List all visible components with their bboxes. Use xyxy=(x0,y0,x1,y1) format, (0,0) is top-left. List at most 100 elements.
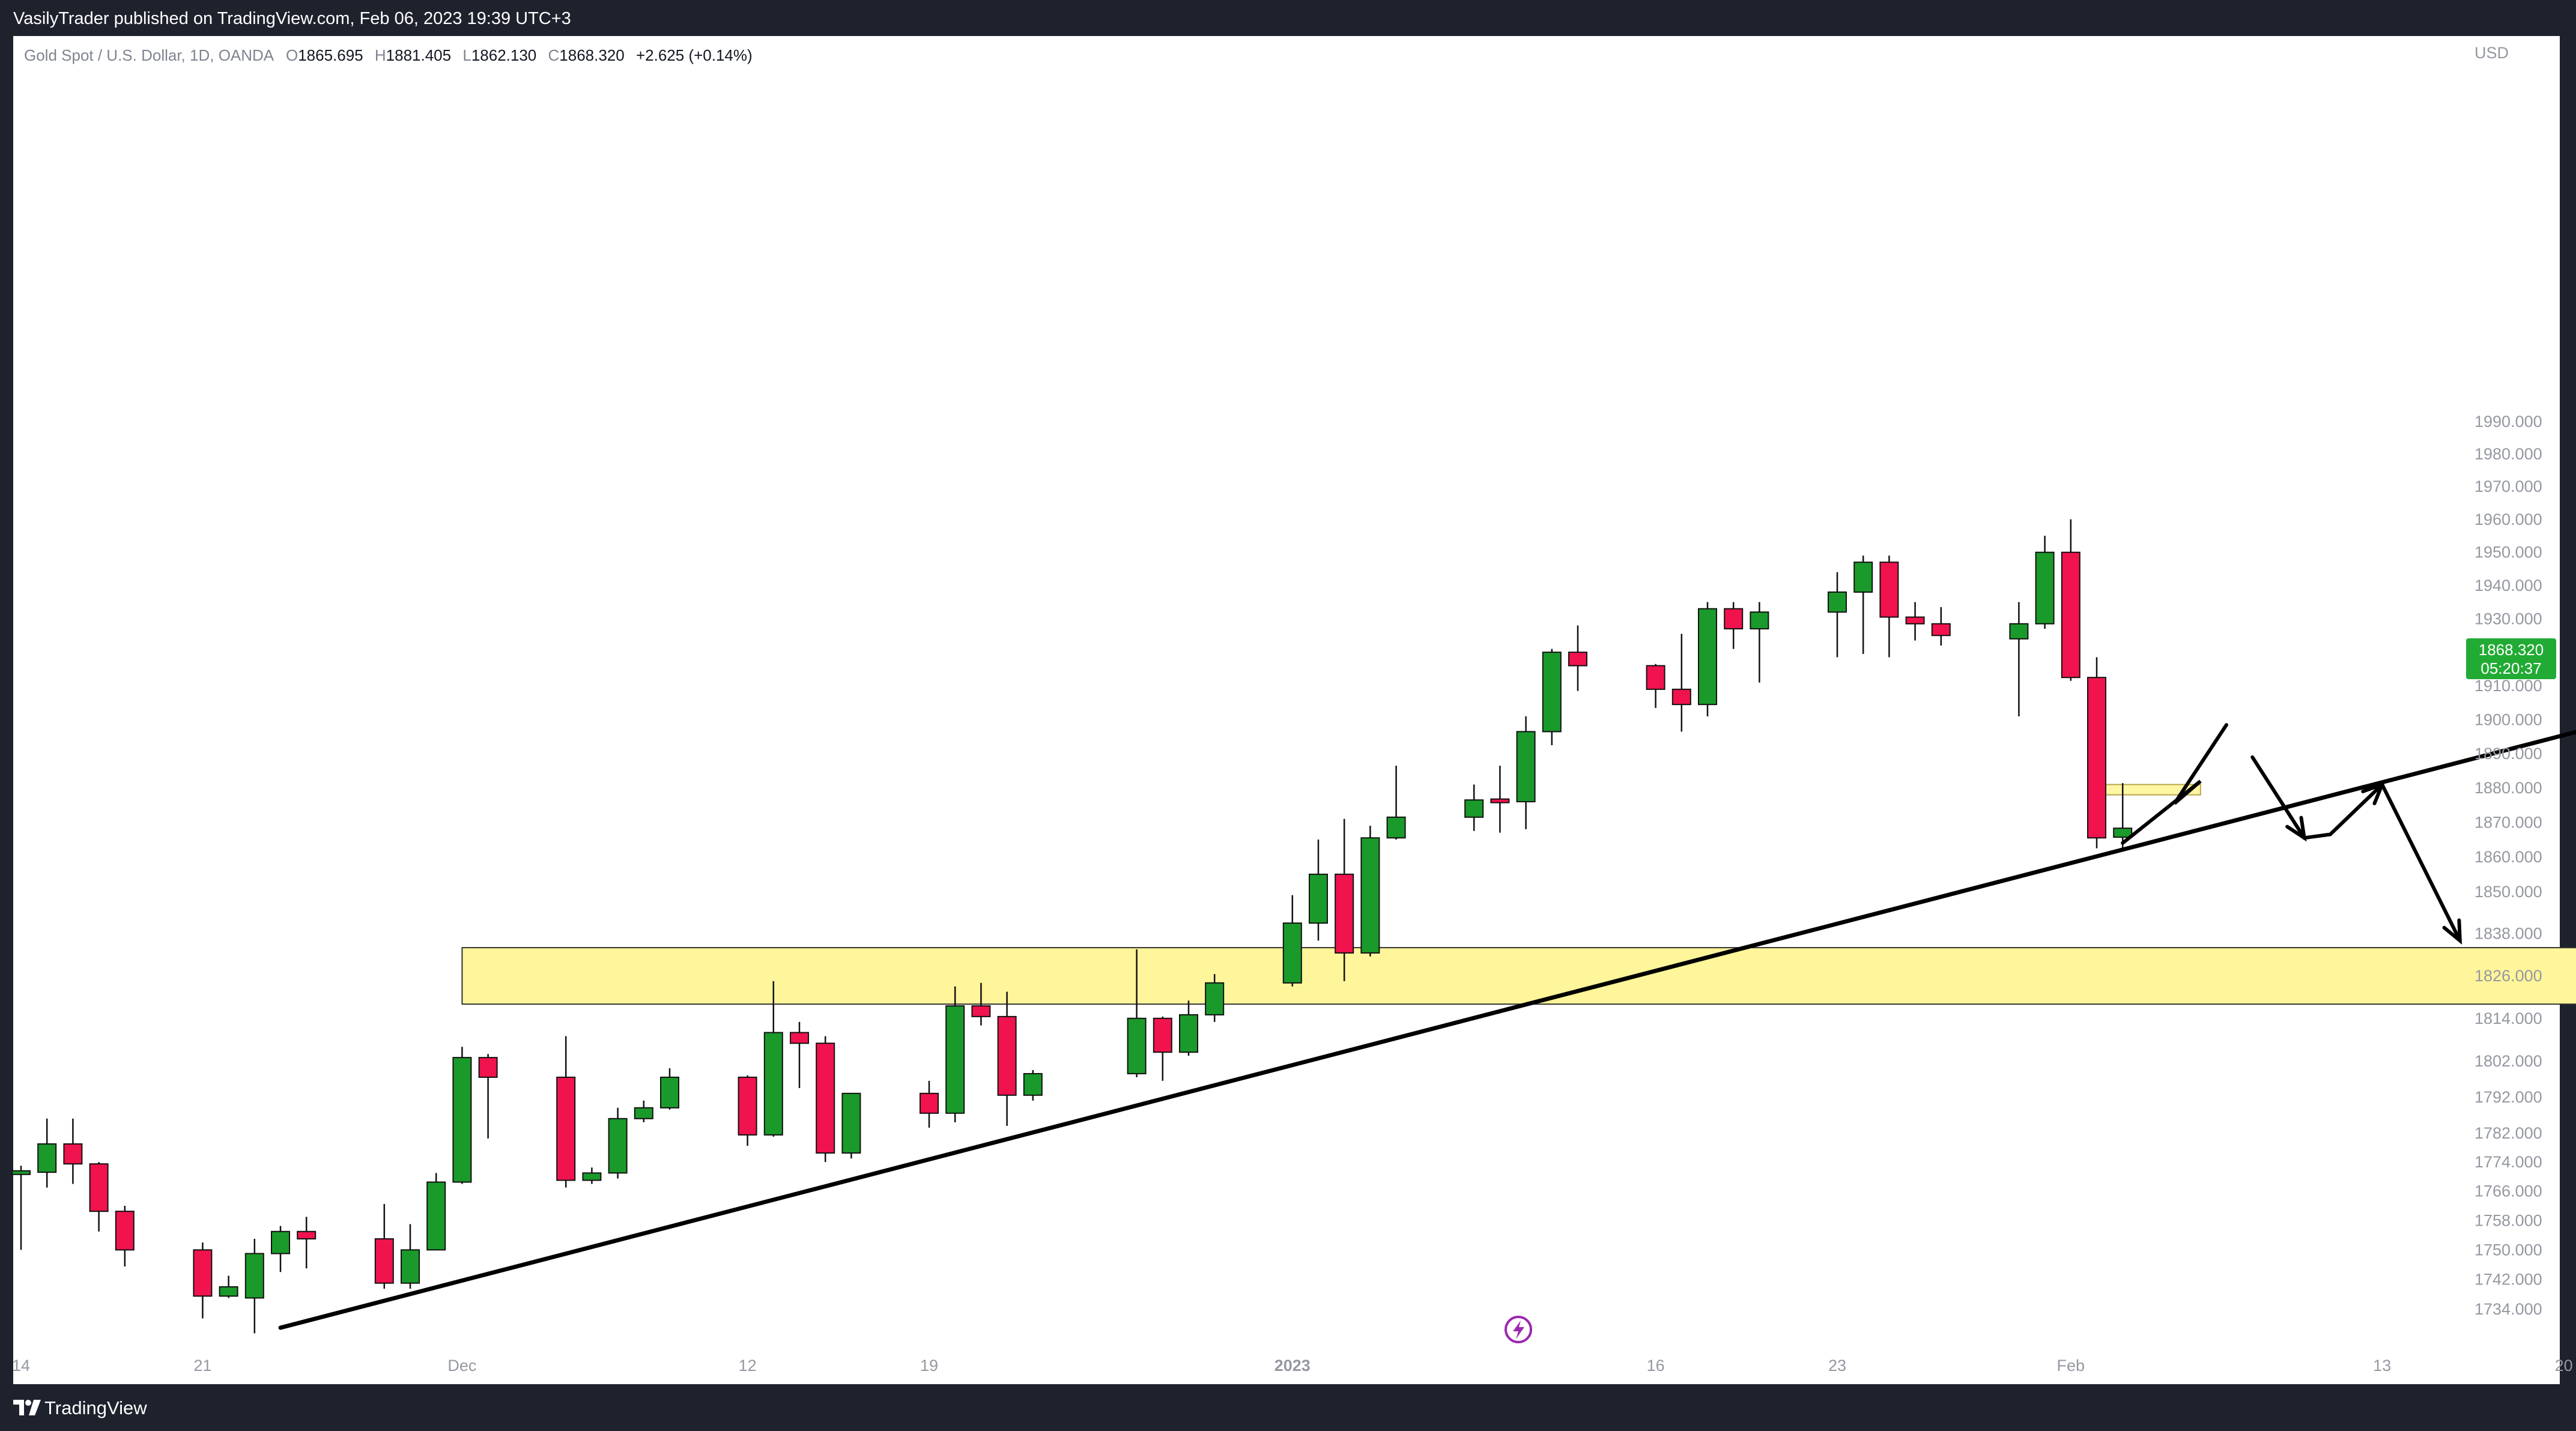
candle-2022-11-21 xyxy=(193,1242,213,1319)
candle-body xyxy=(841,1092,861,1154)
time-tick-label: 21 xyxy=(193,1357,211,1375)
candle-body xyxy=(634,1107,653,1119)
candle-body xyxy=(1828,591,1847,613)
candle-2022-11-25 xyxy=(297,1217,317,1269)
time-tick-label: 2023 xyxy=(1274,1357,1311,1375)
candle-2022-11-24 xyxy=(271,1226,290,1272)
time-tick-label: Feb xyxy=(2057,1357,2085,1375)
price-axis-unit: USD xyxy=(2474,44,2509,62)
candle-2023-01-24 xyxy=(1853,555,1873,654)
time-tick-label: 13 xyxy=(2373,1357,2391,1375)
chart-pane[interactable] xyxy=(13,36,2560,1384)
candle-2022-11-17 xyxy=(89,1162,109,1232)
candle-2023-01-06 xyxy=(1386,766,1406,840)
price-tick-label: 1930.000 xyxy=(2474,610,2542,628)
candle-2023-02-03 xyxy=(2113,783,2133,850)
price-tick-label: 1802.000 xyxy=(2474,1052,2542,1070)
projection-arrowhead-up xyxy=(2361,781,2386,805)
candle-body xyxy=(89,1163,109,1212)
candle-body xyxy=(1931,623,1951,637)
candle-body xyxy=(271,1230,290,1254)
candle-body xyxy=(1542,652,1562,733)
candle-body xyxy=(219,1286,238,1297)
candle-body xyxy=(945,1005,965,1114)
projection-path-1[interactable] xyxy=(2121,723,2228,845)
candle-2022-12-15 xyxy=(816,1036,835,1163)
candle-2022-12-07 xyxy=(608,1107,628,1179)
legend-change: +2.625 (+0.14%) xyxy=(636,46,753,64)
price-tick-label: 1890.000 xyxy=(2474,745,2542,763)
candle-2023-01-11 xyxy=(1516,716,1536,829)
candle-2023-01-03 xyxy=(1309,840,1328,941)
candle-2022-12-06 xyxy=(582,1167,602,1184)
price-tick-label: 1970.000 xyxy=(2474,477,2542,495)
price-tick-label: 1734.000 xyxy=(2474,1300,2542,1318)
candle-body xyxy=(426,1181,446,1251)
candle-body xyxy=(2009,623,2029,640)
candle-body xyxy=(1179,1014,1198,1053)
candle-2023-01-23 xyxy=(1828,572,1847,658)
projection-path-2[interactable] xyxy=(2250,755,2462,943)
zone-1[interactable] xyxy=(461,947,2576,1005)
candle-2023-01-20 xyxy=(1750,602,1769,683)
legend-low: 1862.130 xyxy=(471,46,536,64)
time-tick-label: 23 xyxy=(1828,1357,1846,1375)
price-tick-label: 1880.000 xyxy=(2474,779,2542,797)
candle-body xyxy=(401,1249,420,1284)
candle-2023-01-04 xyxy=(1335,818,1354,981)
price-tick-label: 1960.000 xyxy=(2474,510,2542,528)
candle-2022-12-21 xyxy=(971,982,991,1026)
candle-body xyxy=(1023,1072,1043,1096)
candle-2023-01-26 xyxy=(1905,602,1925,641)
candles xyxy=(11,519,2133,1334)
tradingview-logo-icon xyxy=(13,1400,41,1415)
candle-body xyxy=(1490,798,1510,803)
candle-body xyxy=(2035,551,2055,625)
trendline[interactable] xyxy=(278,594,2576,1330)
time-tick-label: 19 xyxy=(920,1357,938,1375)
price-tick-label: 1826.000 xyxy=(2474,967,2542,985)
candle-2022-12-12 xyxy=(738,1075,757,1146)
candle-body xyxy=(1516,731,1536,803)
candle-body xyxy=(11,1170,31,1175)
price-tick-label: 1980.000 xyxy=(2474,445,2542,463)
alert-lightning-icon[interactable] xyxy=(1505,1316,1532,1343)
candle-body xyxy=(1153,1017,1172,1053)
legend-open: 1865.695 xyxy=(298,46,363,64)
price-tick-label: 1758.000 xyxy=(2474,1211,2542,1229)
price-axis[interactable]: USD 1734.000 1742.000 1750.000 1758.000 1766… xyxy=(2474,44,2542,1318)
time-axis[interactable]: 1421Dec121920231623Feb1320Mar132027 xyxy=(12,1357,2576,1375)
candle-body xyxy=(816,1042,835,1154)
price-tick-label: 1940.000 xyxy=(2474,576,2542,594)
price-tick-label: 1950.000 xyxy=(2474,543,2542,561)
legend: Gold Spot / U.S. Dollar, 1D, OANDA O1865… xyxy=(24,46,753,64)
candle-2022-11-16 xyxy=(63,1118,83,1184)
candle-2023-01-12 xyxy=(1542,649,1562,746)
price-tick-label: 1990.000 xyxy=(2474,413,2542,431)
price-tick-label: 1870.000 xyxy=(2474,813,2542,831)
price-tick-label: 1910.000 xyxy=(2474,677,2542,695)
price-tick-label: 1766.000 xyxy=(2474,1182,2542,1200)
price-tick-label: 1860.000 xyxy=(2474,848,2542,866)
candle-2023-02-02 xyxy=(2087,657,2106,849)
candle-2022-11-18 xyxy=(115,1206,135,1267)
candle-body xyxy=(1646,665,1665,690)
candle-body xyxy=(115,1211,135,1251)
price-tick-label: 1900.000 xyxy=(2474,711,2542,729)
candle-2022-12-08 xyxy=(634,1100,653,1122)
candle-body xyxy=(1386,816,1406,839)
candle-body xyxy=(997,1015,1017,1096)
time-tick-label: 20 xyxy=(2555,1357,2573,1375)
candle-body xyxy=(1905,616,1925,625)
candle-2023-02-01 xyxy=(2061,519,2080,681)
candle-2023-01-16 xyxy=(1646,664,1665,708)
candle-2022-11-22 xyxy=(219,1275,238,1298)
price-tick-label: 1792.000 xyxy=(2474,1088,2542,1106)
candle-2022-11-28 xyxy=(374,1203,394,1289)
legend-close: 1868.320 xyxy=(559,46,624,64)
candle-body xyxy=(1568,652,1587,667)
price-tick-label: 1838.000 xyxy=(2474,925,2542,943)
candle-2022-12-29 xyxy=(1179,1000,1198,1056)
footer-bar: TradingView xyxy=(0,1384,2576,1431)
